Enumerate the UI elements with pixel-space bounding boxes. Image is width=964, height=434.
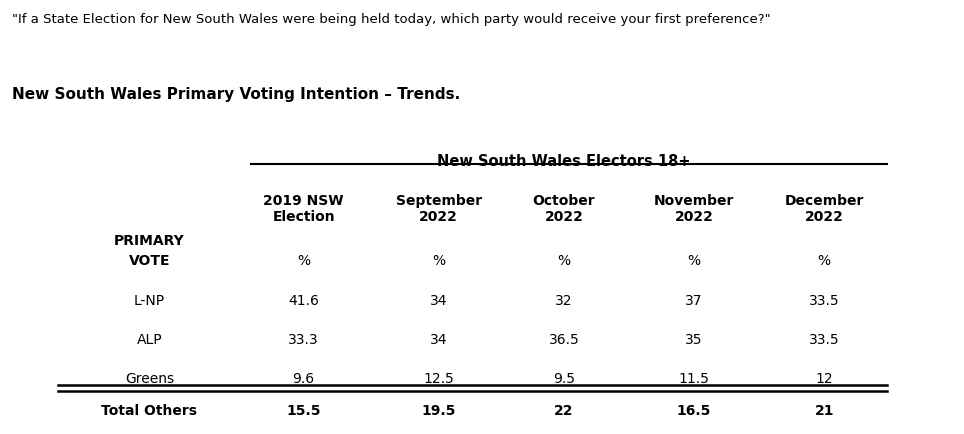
Text: 11.5: 11.5 (679, 371, 710, 385)
Text: 33.3: 33.3 (288, 332, 319, 346)
Text: 36.5: 36.5 (549, 332, 579, 346)
Text: New South Wales Electors 18+: New South Wales Electors 18+ (438, 154, 690, 169)
Text: 19.5: 19.5 (421, 404, 456, 418)
Text: New South Wales Primary Voting Intention – Trends.: New South Wales Primary Voting Intention… (12, 87, 460, 102)
Text: %: % (817, 254, 831, 268)
Text: PRIMARY: PRIMARY (114, 233, 185, 247)
Text: VOTE: VOTE (128, 254, 171, 268)
Text: 16.5: 16.5 (677, 404, 711, 418)
Text: L-NP: L-NP (134, 293, 165, 307)
Text: 37: 37 (685, 293, 703, 307)
Text: %: % (557, 254, 571, 268)
Text: 34: 34 (430, 293, 447, 307)
Text: 12.5: 12.5 (423, 371, 454, 385)
Text: Greens: Greens (125, 371, 174, 385)
Text: "If a State Election for New South Wales were being held today, which party woul: "If a State Election for New South Wales… (12, 13, 770, 26)
Text: 22: 22 (554, 404, 574, 418)
Text: Total Others: Total Others (101, 404, 198, 418)
Text: 32: 32 (555, 293, 573, 307)
Text: 2019 NSW
Election: 2019 NSW Election (263, 193, 344, 223)
Text: 34: 34 (430, 332, 447, 346)
Text: 21: 21 (815, 404, 834, 418)
Text: %: % (297, 254, 310, 268)
Text: 9.5: 9.5 (553, 371, 575, 385)
Text: November
2022: November 2022 (654, 193, 735, 223)
Text: October
2022: October 2022 (533, 193, 595, 223)
Text: 35: 35 (685, 332, 703, 346)
Text: 41.6: 41.6 (288, 293, 319, 307)
Text: 33.5: 33.5 (809, 293, 840, 307)
Text: %: % (687, 254, 701, 268)
Text: 33.5: 33.5 (809, 332, 840, 346)
Text: September
2022: September 2022 (395, 193, 482, 223)
Text: 9.6: 9.6 (293, 371, 314, 385)
Text: %: % (432, 254, 445, 268)
Text: 15.5: 15.5 (286, 404, 321, 418)
Text: December
2022: December 2022 (785, 193, 864, 223)
Text: ALP: ALP (137, 332, 162, 346)
Text: 12: 12 (816, 371, 833, 385)
